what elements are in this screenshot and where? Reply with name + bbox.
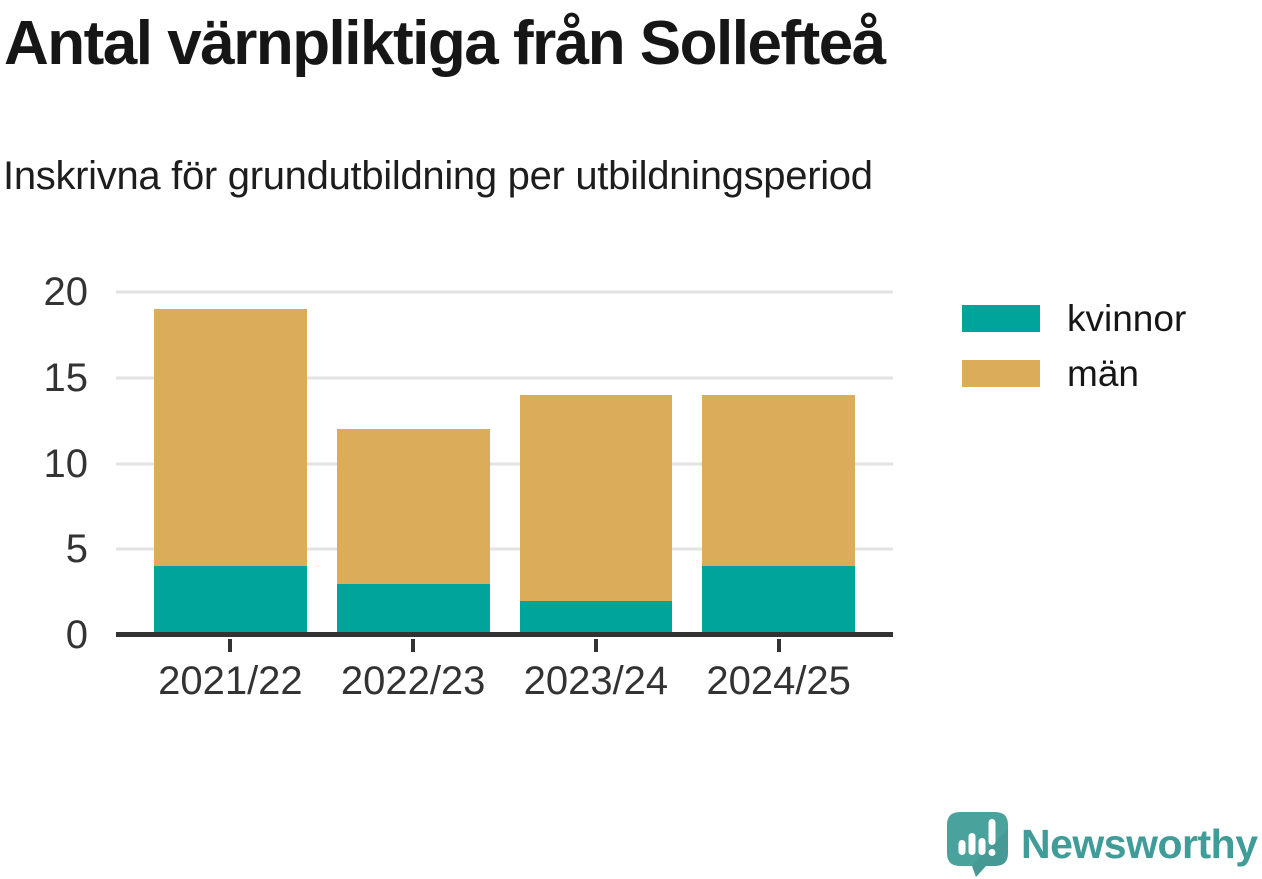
- bar-segment-män-2022/23: [336, 429, 490, 584]
- x-tick-2023/24: [593, 639, 598, 652]
- bar-segment-män-2021/22: [154, 309, 307, 567]
- plot-area: [116, 290, 893, 637]
- bar-group-2023/24: [519, 394, 673, 635]
- x-axis-label-2021/22: 2021/22: [158, 659, 303, 703]
- x-axis-line: [116, 632, 893, 637]
- legend-label-kvinnor: kvinnor: [1067, 298, 1187, 339]
- bar-segment-kvinnor-2022/23: [336, 583, 490, 635]
- x-axis-ticks: [116, 639, 893, 653]
- gridline-y-20: [116, 290, 893, 294]
- y-axis: 0 5 10 15 20: [0, 272, 89, 655]
- y-axis-label-15: 15: [43, 355, 89, 400]
- legend-swatch-kvinnor: [962, 305, 1040, 332]
- gridline-y-15: [116, 376, 893, 380]
- logo-exclamation-bar: [988, 819, 996, 845]
- bar-group-2021/22: [154, 309, 307, 635]
- x-axis-label-2024/25: 2024/25: [706, 659, 851, 703]
- x-tick-2024/25: [776, 639, 781, 652]
- gridline-y-10: [116, 462, 893, 465]
- x-tick-2022/23: [411, 639, 416, 652]
- x-axis-label-2023/24: 2023/24: [523, 659, 669, 703]
- brand-footer: Newsworthy: [946, 811, 1258, 877]
- logo-bar-small: [958, 840, 966, 855]
- logo-bar-tall: [968, 833, 976, 855]
- legend: kvinnor män: [962, 300, 1186, 392]
- legend-item-kvinnor: kvinnor: [962, 300, 1186, 337]
- legend-label-män: män: [1067, 353, 1139, 394]
- x-axis-labels: 2021/22 2022/23 2023/24 2024/25: [116, 659, 893, 707]
- page-title: Antal värnpliktiga från Sollefteå: [4, 9, 886, 78]
- bar-segment-kvinnor-2023/24: [519, 600, 673, 635]
- bar-segment-kvinnor-2021/22: [154, 566, 307, 635]
- gridline-y-5: [116, 547, 893, 551]
- y-axis-label-20: 20: [43, 270, 89, 314]
- bar-segment-män-2023/24: [519, 394, 673, 601]
- y-axis-label-10: 10: [43, 441, 89, 486]
- x-tick-2021/22: [228, 639, 233, 652]
- y-axis-label-5: 5: [65, 527, 88, 572]
- bar-segment-män-2024/25: [702, 394, 855, 567]
- legend-swatch-män: [962, 360, 1040, 387]
- brand-name: Newsworthy: [1021, 820, 1258, 867]
- bar-group-2024/25: [702, 394, 855, 635]
- y-axis-label-0: 0: [65, 613, 88, 657]
- logo-exclamation-dot: [988, 849, 996, 856]
- page-subtitle: Inskrivna för grundutbildning per utbild…: [3, 154, 873, 198]
- bar-group-2022/23: [336, 429, 490, 635]
- logo-bar-medium: [978, 838, 986, 855]
- bar-segment-kvinnor-2024/25: [702, 566, 855, 635]
- legend-item-män: män: [962, 355, 1186, 392]
- x-axis-label-2022/23: 2022/23: [340, 659, 486, 703]
- newsworthy-logo-icon: [947, 812, 1008, 877]
